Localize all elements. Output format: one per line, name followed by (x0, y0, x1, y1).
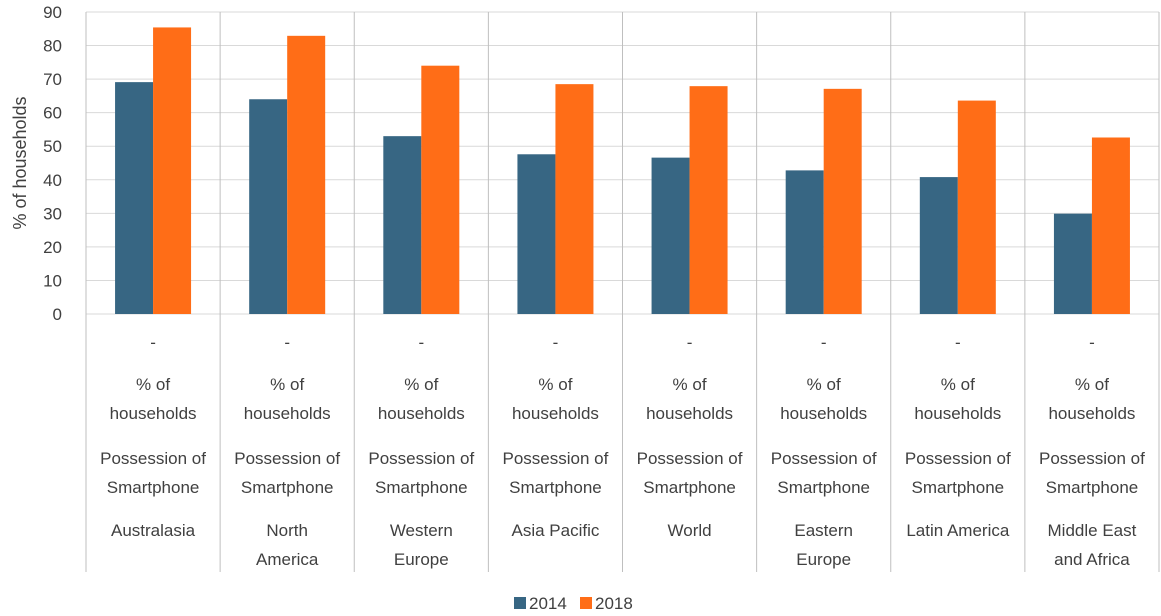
bar-2014 (115, 82, 154, 315)
category-level-measure: % of (270, 375, 304, 394)
y-axis-title: % of households (10, 96, 30, 229)
bar-2018 (1091, 137, 1130, 314)
category-label: Europe (394, 550, 449, 569)
category-label: Eastern (794, 521, 853, 540)
category-level-indicator: Smartphone (777, 478, 870, 497)
y-tick-label: 0 (53, 305, 62, 324)
category-label: Australasia (111, 521, 196, 540)
category-label: Western (390, 521, 453, 540)
category-level-measure: households (914, 404, 1001, 423)
category-level-indicator: Smartphone (912, 478, 1005, 497)
category-level-indicator: Smartphone (375, 478, 468, 497)
bar-2018 (555, 84, 594, 315)
category-level-measure: % of (941, 375, 975, 394)
y-axis: 0 10 20 30 40 50 60 70 80 90 (43, 3, 62, 324)
bar-2018 (957, 100, 996, 314)
category-level-dash: - (284, 333, 290, 352)
category-label: Europe (796, 550, 851, 569)
y-tick-label: 20 (43, 238, 62, 257)
bar-2014 (651, 157, 690, 314)
category-level-measure: households (110, 404, 197, 423)
category-label: North (266, 521, 308, 540)
category-label: Latin America (906, 521, 1010, 540)
category-level-indicator: Smartphone (107, 478, 200, 497)
category-level-measure: % of (538, 375, 572, 394)
category-level-indicator: Smartphone (509, 478, 602, 497)
bar-2018 (153, 27, 192, 315)
bar-2018 (689, 86, 728, 314)
legend-swatch (514, 597, 526, 609)
category-level-dash: - (1089, 333, 1095, 352)
category-level-measure: households (780, 404, 867, 423)
category-label: World (668, 521, 712, 540)
y-tick-label: 60 (43, 104, 62, 123)
bar-2014 (1053, 213, 1092, 314)
y-tick-label: 40 (43, 171, 62, 190)
legend-label: 2018 (595, 594, 633, 613)
category-level-dash: - (150, 333, 156, 352)
bar-2014 (517, 154, 556, 314)
category-level-indicator: Possession of (1039, 449, 1145, 468)
category-level-indicator: Possession of (234, 449, 340, 468)
category-level-measure: households (512, 404, 599, 423)
category-level-measure: % of (404, 375, 438, 394)
legend: 2014 2018 (514, 594, 633, 613)
category-level-indicator: Possession of (368, 449, 474, 468)
category-level-measure: % of (807, 375, 841, 394)
bar-2014 (383, 136, 422, 314)
category-level-measure: households (244, 404, 331, 423)
bar-2018 (823, 88, 862, 314)
bars (115, 27, 1130, 315)
category-level-dash: - (687, 333, 693, 352)
y-tick-label: 90 (43, 3, 62, 22)
category-label: America (256, 550, 319, 569)
y-tick-label: 30 (43, 204, 62, 223)
category-level-indicator: Smartphone (1046, 478, 1139, 497)
legend-swatch (580, 597, 592, 609)
category-level-indicator: Possession of (905, 449, 1011, 468)
y-tick-label: 70 (43, 70, 62, 89)
category-level-dash: - (418, 333, 424, 352)
category-level-indicator: Smartphone (643, 478, 736, 497)
category-level-measure: % of (1075, 375, 1109, 394)
bar-2014 (919, 177, 958, 314)
category-level-dash: - (553, 333, 559, 352)
y-tick-label: 50 (43, 137, 62, 156)
category-level-measure: households (646, 404, 733, 423)
category-level-dash: - (821, 333, 827, 352)
category-level-measure: households (378, 404, 465, 423)
category-label: Middle East (1048, 521, 1137, 540)
category-level-dash: - (955, 333, 961, 352)
y-tick-label: 80 (43, 37, 62, 56)
bar-2014 (249, 99, 288, 314)
bar-2018 (287, 35, 326, 315)
category-label: Asia Pacific (512, 521, 600, 540)
category-level-measure: households (1048, 404, 1135, 423)
category-level-indicator: Possession of (637, 449, 743, 468)
category-level-indicator: Possession of (771, 449, 877, 468)
category-axis: - % of households Possession of Smartphone Au… (85, 12, 1160, 572)
category-level-indicator: Possession of (503, 449, 609, 468)
category-level-measure: % of (673, 375, 707, 394)
category-level-indicator: Possession of (100, 449, 206, 468)
category-level-measure: % of (136, 375, 170, 394)
category-label: and Africa (1054, 550, 1130, 569)
bar-2014 (785, 170, 824, 314)
category-level-indicator: Smartphone (241, 478, 334, 497)
legend-label: 2014 (529, 594, 567, 613)
bar-2018 (421, 65, 460, 314)
y-tick-label: 10 (43, 271, 62, 290)
